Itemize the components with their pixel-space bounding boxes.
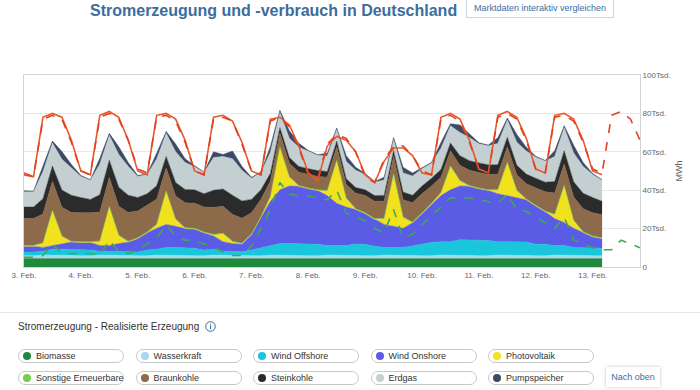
html-text:Steinkohle: Steinkohle [271,373,313,383]
html-text:Wind Offshore: Wind Offshore [271,351,329,361]
svg-text:6. Feb.: 6. Feb. [182,271,207,280]
svg-text:100Tsd.: 100Tsd. [643,71,671,80]
svg-text:4. Feb.: 4. Feb. [68,271,93,280]
html-text:Erdgas: Erdgas [388,373,417,383]
html-text:Stromerzeugung - Realisierte E: Stromerzeugung - Realisierte Erzeugung [18,321,200,332]
html-text:Wind Onshore: Wind Onshore [388,351,446,361]
svg-text:80Tsd.: 80Tsd. [643,109,667,118]
svg-text:MWh: MWh [674,161,684,182]
html-text:Braunkohle: Braunkohle [153,373,199,383]
svg-text:7. Feb.: 7. Feb. [239,271,264,280]
svg-text:5. Feb.: 5. Feb. [125,271,150,280]
svg-text:12. Feb.: 12. Feb. [521,271,550,280]
svg-text:11. Feb.: 11. Feb. [465,271,494,280]
svg-text:60Tsd.: 60Tsd. [643,148,667,157]
html-text:Pumpspeicher: Pumpspeicher [506,373,564,383]
svg-text:20Tsd.: 20Tsd. [643,224,667,233]
svg-text:3. Feb.: 3. Feb. [12,271,37,280]
html-text:Marktdaten interaktiv vergleic: Marktdaten interaktiv vergleichen [474,2,606,13]
svg-text:10. Feb.: 10. Feb. [407,271,436,280]
svg-text:9. Feb.: 9. Feb. [353,271,378,280]
html-text:Wasserkraft: Wasserkraft [153,351,202,361]
html-text:Nach oben: Nach oben [611,372,655,382]
html-text:Stromerzeugung und -verbrauch: Stromerzeugung und -verbrauch in Deutsch… [90,2,458,19]
html-text:Biomasse: Biomasse [36,351,76,361]
svg-text:13. Feb.: 13. Feb. [578,271,607,280]
svg-text:8. Feb.: 8. Feb. [296,271,321,280]
html-text:Sonstige Erneuerbare: Sonstige Erneuerbare [36,373,124,383]
html-text:Photovoltaik: Photovoltaik [506,351,555,361]
svg-text:40Tsd.: 40Tsd. [643,186,667,195]
svg-text:0: 0 [643,263,648,272]
